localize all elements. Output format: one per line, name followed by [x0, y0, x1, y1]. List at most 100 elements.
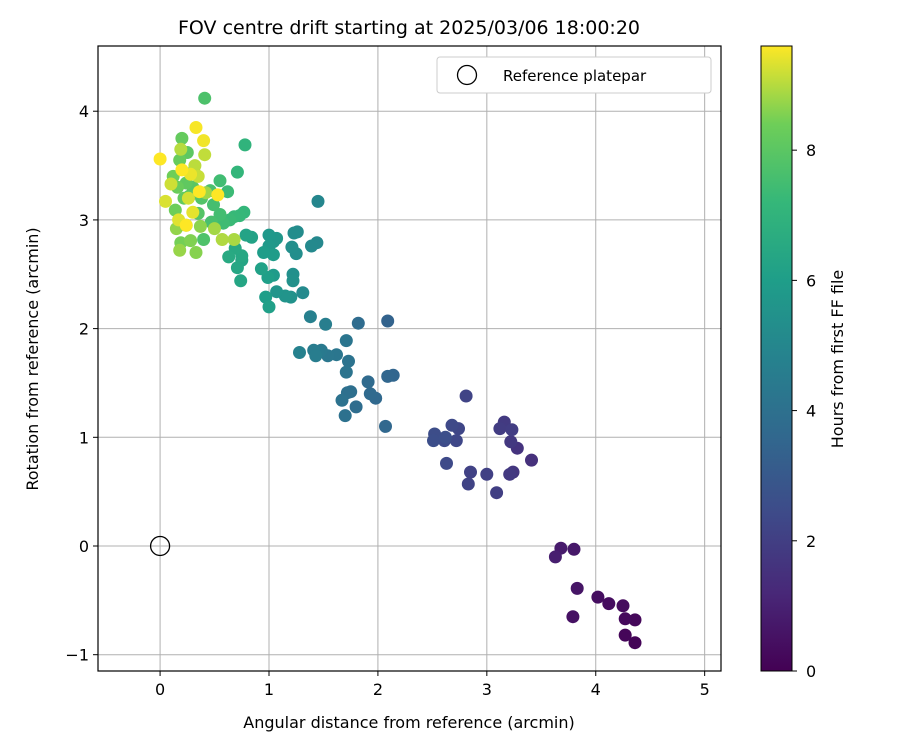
colorbar-tick-label: 0 — [806, 662, 816, 681]
data-point — [339, 365, 353, 379]
x-tick-label: 5 — [700, 680, 710, 699]
data-point — [349, 400, 363, 414]
data-point — [208, 222, 221, 236]
data-point — [221, 185, 235, 199]
data-point — [567, 542, 581, 556]
data-point — [270, 285, 284, 299]
data-point — [591, 590, 605, 604]
data-point — [503, 467, 517, 481]
reference-point — [149, 535, 171, 557]
reference-marker — [149, 535, 171, 557]
data-point — [427, 434, 440, 448]
y-tick-label: 0 — [79, 537, 89, 556]
data-point — [197, 233, 211, 246]
data-point — [239, 228, 253, 242]
x-axis-label: Angular distance from reference (arcmin) — [243, 713, 574, 732]
data-point — [175, 163, 189, 177]
data-point — [351, 316, 365, 330]
data-point — [363, 387, 377, 401]
data-point — [319, 317, 333, 331]
data-point — [493, 422, 507, 436]
data-point — [168, 203, 182, 217]
data-point — [438, 430, 452, 444]
data-point — [504, 435, 518, 449]
data-point — [230, 261, 244, 275]
data-point — [234, 274, 248, 288]
x-axis-ticks: 0 1 2 3 4 5 — [155, 671, 710, 699]
data-point — [213, 174, 227, 188]
data-point — [449, 434, 463, 448]
data-point — [548, 550, 562, 564]
data-point — [213, 208, 227, 221]
data-point — [293, 346, 306, 359]
data-point — [461, 477, 475, 491]
colorbar — [760, 45, 793, 672]
data-point — [164, 177, 178, 191]
chart-title: FOV centre drift starting at 2025/03/06 … — [178, 17, 640, 39]
data-point — [197, 134, 211, 148]
data-point — [464, 465, 477, 479]
data-point — [305, 239, 318, 253]
data-point — [254, 262, 268, 276]
data-point — [159, 194, 172, 208]
y-tick-label: 3 — [79, 211, 89, 230]
data-point — [616, 599, 630, 613]
data-point — [440, 456, 453, 470]
data-point — [459, 389, 473, 403]
data-point — [505, 423, 519, 437]
plot-frame — [97, 45, 722, 672]
data-point — [257, 246, 271, 259]
data-point — [628, 636, 642, 650]
data-point — [207, 198, 220, 212]
data-point — [238, 138, 252, 152]
data-point — [211, 188, 225, 202]
y-tick-label: 4 — [79, 102, 89, 121]
x-tick-label: 2 — [373, 680, 383, 699]
data-point — [286, 274, 300, 288]
legend: Reference platepar — [436, 56, 712, 94]
data-point — [262, 228, 276, 242]
data-point — [311, 194, 325, 208]
data-point — [296, 286, 310, 300]
data-point — [339, 334, 353, 348]
data-point — [342, 354, 355, 368]
data-point — [335, 393, 349, 407]
data-point — [287, 226, 301, 240]
legend-label-reference: Reference platepar — [503, 67, 647, 85]
data-point — [381, 314, 395, 328]
data-point — [628, 613, 642, 627]
data-point — [153, 152, 167, 166]
colorbar-tick-label: 4 — [806, 402, 816, 421]
data-point — [173, 243, 187, 257]
colorbar-tick-label: 2 — [806, 532, 816, 551]
legend-marker-reference — [456, 64, 478, 86]
data-point — [490, 486, 504, 500]
data-point — [198, 91, 212, 105]
data-points — [153, 91, 642, 650]
colorbar-label: Hours from first FF file — [828, 270, 847, 449]
data-point — [570, 581, 584, 595]
data-point — [480, 467, 494, 481]
data-point — [285, 240, 299, 254]
data-point — [193, 219, 207, 233]
data-point — [259, 290, 273, 304]
data-point — [186, 205, 200, 219]
data-point — [198, 148, 212, 162]
x-tick-label: 4 — [591, 680, 601, 699]
data-point — [189, 121, 203, 134]
y-tick-label: −1 — [65, 646, 89, 665]
data-point — [173, 153, 187, 167]
colorbar-ticks: 0 2 4 6 8 — [792, 141, 816, 681]
data-point — [602, 597, 616, 611]
y-axis-label: Rotation from reference (arcmin) — [23, 227, 42, 490]
data-point — [179, 218, 193, 232]
colorbar-tick-label: 6 — [806, 271, 816, 290]
y-axis-ticks: −1 0 1 2 3 4 — [65, 102, 98, 665]
legend-box — [436, 56, 712, 94]
data-point — [379, 419, 392, 433]
data-point — [174, 142, 188, 156]
data-point — [303, 310, 317, 324]
x-tick-label: 1 — [264, 680, 274, 699]
y-tick-label: 1 — [79, 428, 89, 447]
